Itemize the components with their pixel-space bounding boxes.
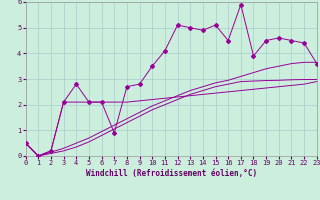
X-axis label: Windchill (Refroidissement éolien,°C): Windchill (Refroidissement éolien,°C) — [86, 169, 257, 178]
